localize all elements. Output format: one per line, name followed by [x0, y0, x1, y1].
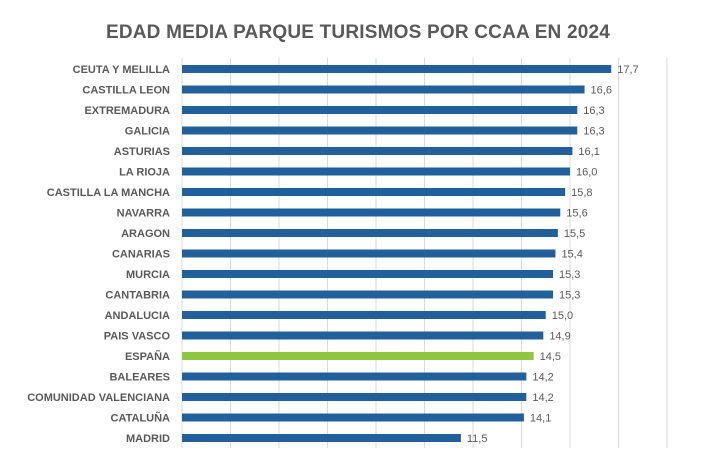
data-label: 16,3 — [583, 105, 604, 117]
data-label: 16,1 — [578, 146, 599, 158]
category-label: LA RIOJA — [119, 167, 170, 179]
category-label: CANARIAS — [112, 249, 170, 261]
category-label: ESPAÑA — [125, 350, 170, 363]
category-label: PAIS VASCO — [104, 331, 171, 343]
category-label: BALEARES — [109, 372, 170, 384]
data-label: 15,4 — [561, 249, 582, 261]
category-label: CATALUÑA — [111, 412, 171, 425]
category-label: MURCIA — [126, 269, 170, 281]
bar — [182, 106, 578, 114]
bar — [182, 311, 546, 319]
data-label: 17,7 — [617, 64, 638, 76]
bar — [182, 147, 573, 155]
bar — [182, 393, 527, 401]
data-label: 15,6 — [566, 208, 587, 220]
category-label: ANDALUCIA — [105, 310, 170, 322]
bar — [182, 188, 566, 196]
data-label: 14,1 — [530, 413, 551, 425]
bar — [182, 208, 561, 217]
bar — [182, 331, 544, 340]
bar — [182, 352, 534, 360]
data-label: 15,0 — [552, 310, 573, 322]
bar — [182, 372, 527, 381]
category-label: ASTURIAS — [114, 146, 170, 158]
data-label: 15,8 — [571, 187, 592, 199]
data-label: 14,2 — [532, 372, 553, 384]
category-label: CEUTA Y MELILLA — [73, 64, 170, 76]
bar — [182, 126, 578, 135]
category-label: COMUNIDAD VALENCIANA — [27, 392, 170, 404]
bar — [182, 413, 524, 422]
category-label: CASTILLA LEON — [82, 85, 170, 97]
bar — [182, 167, 570, 176]
bar — [182, 434, 461, 442]
category-label: ARAGON — [121, 228, 170, 240]
data-label: 14,5 — [540, 351, 561, 363]
data-label: 16,6 — [591, 85, 612, 97]
bar — [182, 65, 612, 73]
data-label: 15,3 — [559, 290, 580, 302]
data-label: 16,3 — [583, 126, 604, 138]
category-label: CASTILLA LA MANCHA — [47, 187, 170, 199]
category-label: GALICIA — [125, 126, 170, 138]
data-label: 16,0 — [576, 167, 597, 179]
bar — [182, 270, 554, 278]
data-label: 15,5 — [564, 228, 585, 240]
data-label: 11,5 — [467, 433, 488, 445]
data-label: 14,9 — [549, 331, 570, 343]
category-label: NAVARRA — [117, 208, 170, 220]
chart-title: EDAD MEDIA PARQUE TURISMOS POR CCAA EN 2… — [105, 22, 611, 43]
bar — [182, 249, 556, 258]
bar — [182, 229, 558, 237]
data-label: 15,3 — [559, 269, 580, 281]
data-label: 14,2 — [532, 392, 553, 404]
category-label: EXTREMADURA — [84, 105, 170, 117]
category-label: CANTABRIA — [105, 290, 170, 302]
category-label: MADRID — [126, 433, 170, 445]
bar — [182, 290, 554, 299]
bar — [182, 85, 585, 94]
